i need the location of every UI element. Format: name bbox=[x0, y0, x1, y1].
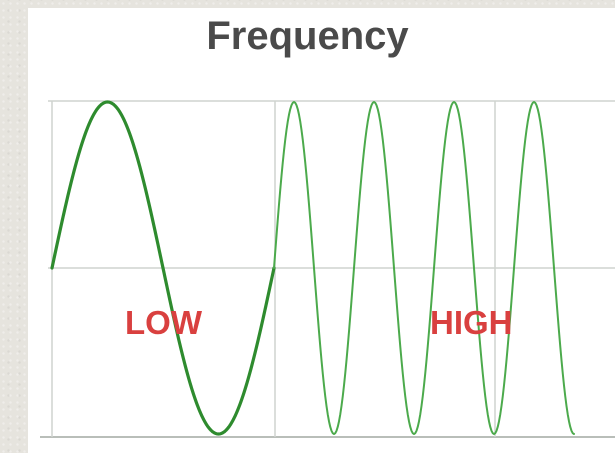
diagram-title: Frequency bbox=[206, 14, 409, 58]
high-label: HIGH bbox=[430, 304, 513, 341]
low-frequency-wave bbox=[50, 100, 276, 436]
low-label: LOW bbox=[125, 304, 203, 341]
grid-lines bbox=[40, 100, 615, 438]
high-frequency-wave bbox=[273, 101, 575, 435]
